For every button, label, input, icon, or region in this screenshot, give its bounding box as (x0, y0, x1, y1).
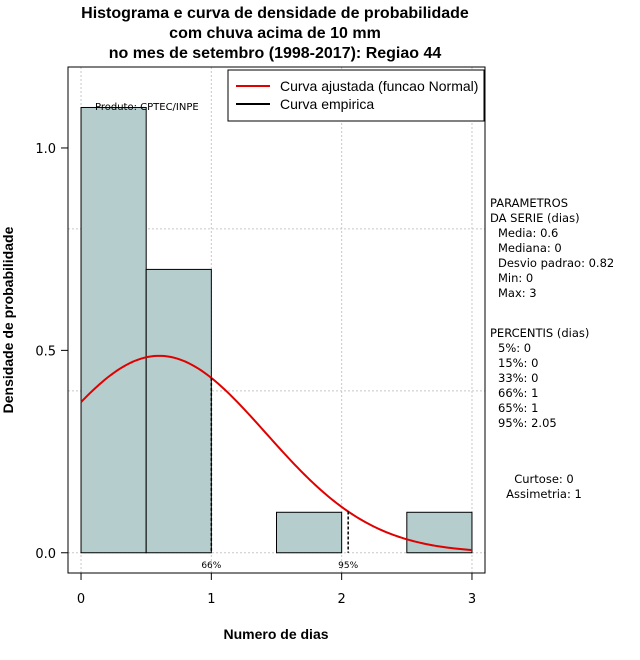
histogram-bar-1 (145, 268, 212, 554)
y-axis-label: Densidade de probabilidade (0, 226, 16, 413)
percentile-label-66: 66% (201, 561, 221, 571)
axes: 0 1 2 3 0.0 0.5 1.0 (35, 142, 476, 607)
title-line-2: com chuva acima de 10 mm (169, 25, 381, 42)
shape-statistics: Curtose: 0 Assimetria: 1 (500, 472, 588, 502)
percentile-15: 15%: 0 (498, 356, 539, 370)
histogram-bar-3 (276, 511, 343, 554)
chart-title: Histograma e curva de densidade de proba… (0, 4, 550, 64)
y-tick-label-0: 0.0 (35, 547, 56, 562)
parameters-heading-1: PARAMETROS (490, 196, 569, 210)
percentiles-heading: PERCENTIS (dias) (490, 326, 590, 340)
normal-curve (80, 354, 473, 552)
param-media: Media: 0.6 (498, 226, 559, 240)
y-tick-label-1: 0.5 (35, 344, 56, 359)
title-line-1: Histograma e curva de densidade de proba… (81, 5, 469, 22)
param-min: Min: 0 (498, 271, 534, 285)
x-tick-label-2: 2 (338, 592, 346, 607)
legend-label-normal: Curva ajustada (funcao Normal) (280, 78, 478, 94)
parameters-heading-2: DA SERIE (dias) (490, 211, 580, 225)
normal-curve-layer (80, 354, 473, 552)
percentile-95: 95%: 2.05 (498, 416, 557, 430)
assimetria-label: Assimetria: 1 (506, 487, 582, 501)
percentile-5: 5%: 0 (498, 341, 532, 355)
x-tick-label-1: 1 (207, 592, 215, 607)
legend-label-empirical: Curva empirica (280, 96, 374, 112)
param-max: Max: 3 (498, 286, 537, 300)
percentiles: PERCENTIS (dias) 5%: 0 15%: 0 33%: 0 66%… (490, 326, 589, 431)
param-mediana: Mediana: 0 (498, 241, 562, 255)
y-tick-label-2: 1.0 (35, 142, 56, 157)
percentile-label-95: 95% (338, 561, 358, 571)
histogram-bar-0 (80, 106, 147, 554)
percentile-markers: 66% 95% (201, 377, 359, 571)
param-desvio-padrao: Desvio padrao: 0.82 (498, 256, 615, 270)
curtose-label: Curtose: 0 (514, 472, 574, 486)
legend: Curva ajustada (funcao Normal) Curva emp… (227, 69, 485, 122)
credit-label: Produto: CPTEC/INPE (95, 102, 199, 113)
x-axis-label: Numero de dias (223, 626, 328, 642)
histogram-bars (80, 106, 473, 554)
percentile-65: 65%: 1 (498, 401, 539, 415)
x-tick-label-3: 3 (468, 592, 476, 607)
title-line-3: no mes de setembro (1998-2017): Regiao 4… (108, 45, 442, 62)
series-parameters: PARAMETROS DA SERIE (dias) Media: 0.6 Me… (490, 196, 614, 301)
x-tick-label-0: 0 (77, 592, 85, 607)
legend-box (227, 69, 485, 122)
percentile-33: 33%: 0 (498, 371, 539, 385)
percentile-66: 66%: 1 (498, 386, 539, 400)
